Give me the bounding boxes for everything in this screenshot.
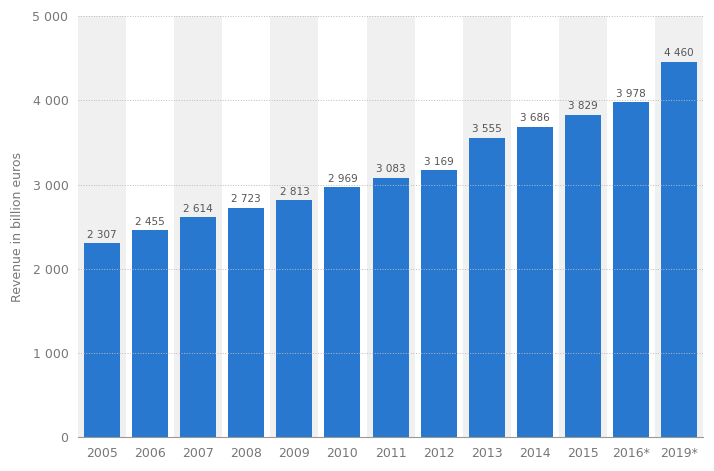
Bar	[565, 115, 600, 437]
Bar	[559, 16, 607, 437]
Y-axis label: Revenue in billion euros: Revenue in billion euros	[11, 152, 24, 301]
Bar	[126, 16, 174, 437]
Text: 3 829: 3 829	[568, 101, 598, 111]
Bar	[276, 200, 313, 437]
Text: 2 307: 2 307	[87, 229, 117, 240]
Text: 3 083: 3 083	[376, 164, 406, 174]
Bar	[613, 102, 649, 437]
Bar	[517, 127, 553, 437]
Bar	[373, 178, 408, 437]
Bar	[415, 16, 463, 437]
Bar	[421, 171, 457, 437]
Text: 2 723: 2 723	[231, 195, 261, 204]
Bar	[84, 243, 120, 437]
Bar	[324, 187, 361, 437]
Bar	[132, 230, 169, 437]
Bar	[661, 62, 697, 437]
Bar	[271, 16, 318, 437]
Bar	[78, 16, 126, 437]
Text: 2 813: 2 813	[280, 187, 309, 197]
Bar	[318, 16, 366, 437]
Bar	[511, 16, 559, 437]
Bar	[222, 16, 271, 437]
Text: 4 460: 4 460	[664, 48, 694, 58]
Bar	[180, 217, 216, 437]
Bar	[655, 16, 703, 437]
Bar	[366, 16, 415, 437]
Bar	[607, 16, 655, 437]
Bar	[174, 16, 222, 437]
Text: 2 969: 2 969	[328, 174, 357, 184]
Bar	[468, 138, 505, 437]
Bar	[228, 208, 264, 437]
Text: 3 686: 3 686	[520, 114, 550, 123]
Text: 3 978: 3 978	[616, 89, 645, 99]
Text: 3 555: 3 555	[472, 124, 501, 134]
Text: 3 169: 3 169	[423, 157, 453, 167]
Text: 2 455: 2 455	[136, 217, 165, 227]
Bar	[463, 16, 511, 437]
Text: 2 614: 2 614	[183, 203, 213, 214]
